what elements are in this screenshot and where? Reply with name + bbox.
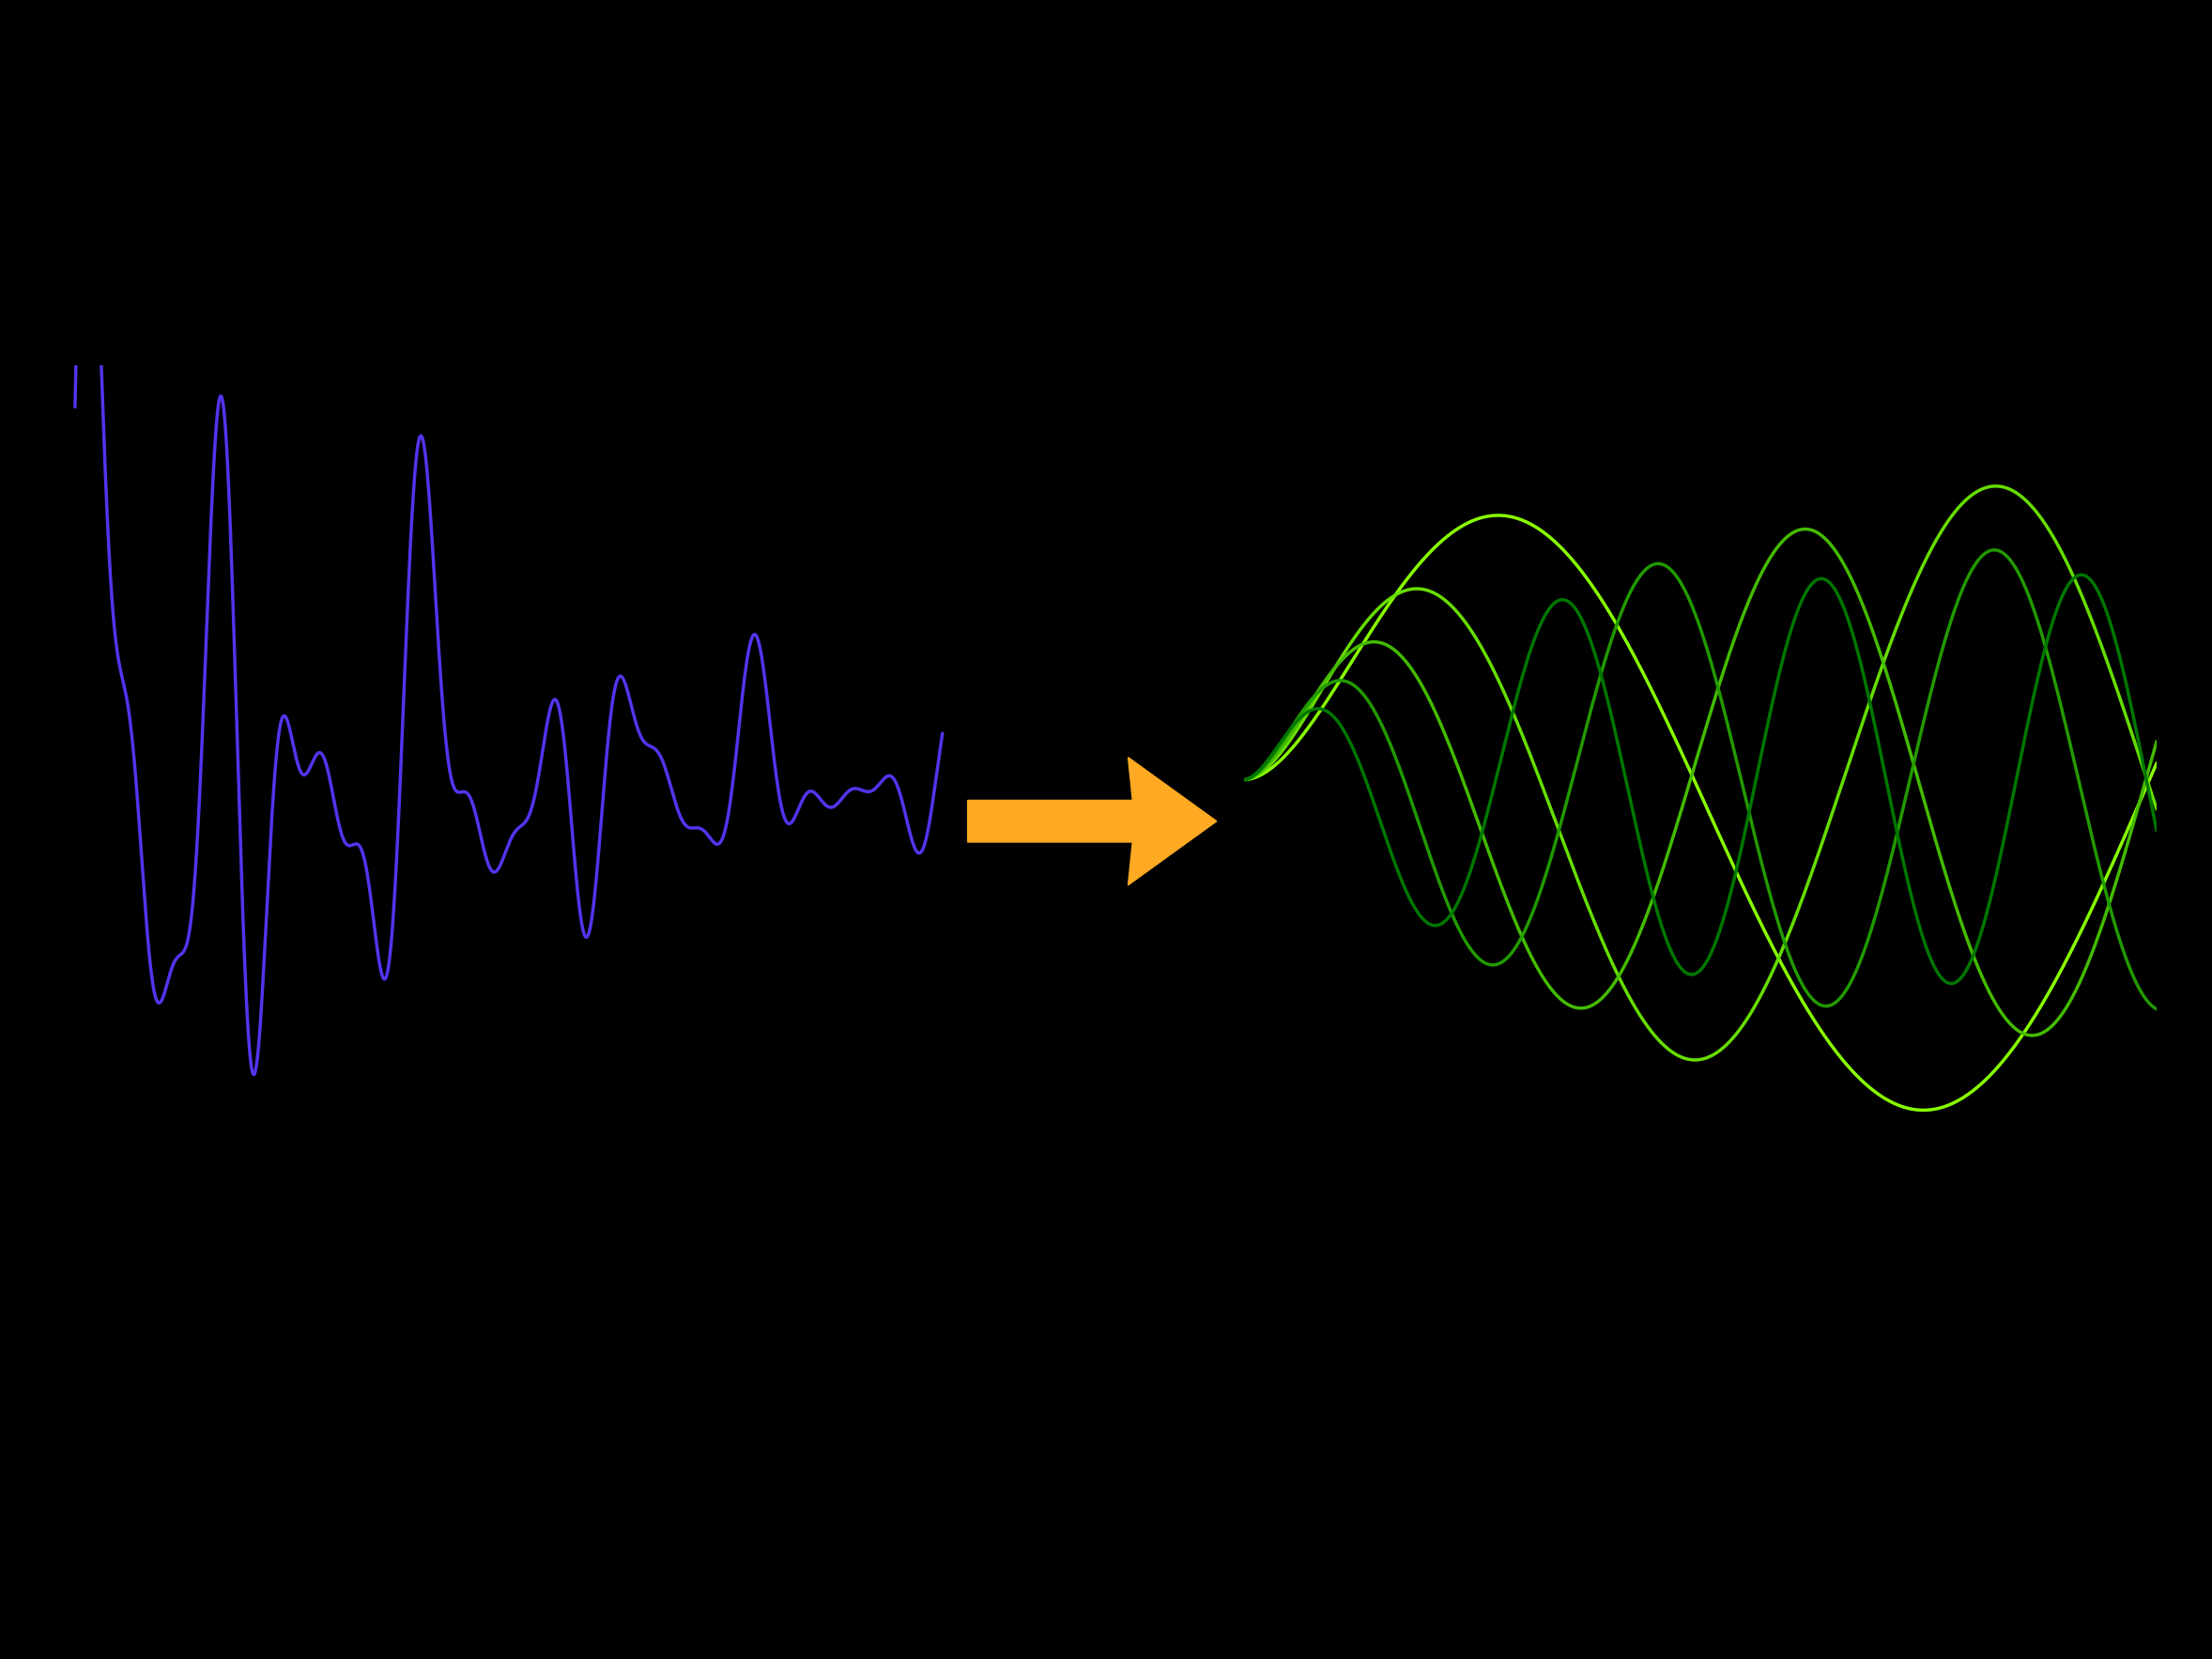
FancyArrow shape <box>969 757 1217 886</box>
